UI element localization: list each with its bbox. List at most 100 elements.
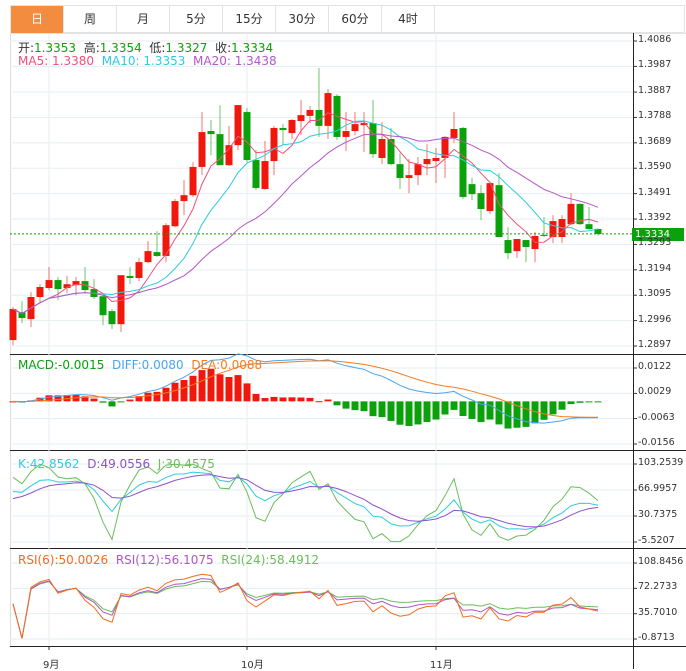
macd-bar — [387, 401, 395, 421]
macd-bar — [558, 401, 566, 410]
macd-bar — [531, 401, 539, 424]
tab-6[interactable]: 60分 — [329, 6, 382, 33]
ma-info: MA5: 1.3380 MA10: 1.3353 MA20: 1.3438 — [18, 54, 277, 68]
macd-bar — [432, 401, 440, 420]
candle — [324, 93, 332, 126]
macd-bar — [549, 401, 557, 415]
candle — [459, 127, 467, 197]
tab-4[interactable]: 15分 — [223, 6, 276, 33]
rsi-info: RSI(6):50.0026 RSI(12):56.1075 RSI(24):5… — [18, 553, 319, 567]
tab-1[interactable]: 周 — [64, 6, 117, 33]
candle — [171, 201, 179, 227]
candle — [207, 131, 215, 135]
candle — [360, 123, 368, 126]
candle — [477, 193, 485, 210]
macd-bar — [243, 383, 251, 402]
d-line — [12, 474, 599, 528]
tab-0[interactable]: 日 — [11, 6, 64, 33]
k-line — [12, 471, 599, 530]
rsi12-line — [12, 578, 599, 639]
diff-line — [12, 353, 599, 424]
candle — [297, 115, 305, 122]
candle — [36, 287, 44, 298]
candle — [99, 296, 107, 316]
rsi-tick-label: 35.7010 — [638, 606, 678, 618]
candle — [81, 281, 89, 291]
macd-bar — [108, 401, 116, 407]
month-label: 11月 — [430, 660, 453, 671]
macd-bar — [126, 399, 134, 402]
candle — [315, 110, 323, 126]
candle — [405, 175, 413, 178]
price-tick-label: 1.3293 — [638, 237, 672, 249]
macd-bar — [540, 401, 548, 420]
macd-bar — [450, 401, 458, 410]
candle — [18, 312, 26, 319]
candle — [126, 275, 134, 279]
candle — [243, 112, 251, 161]
price-tick-label: 1.3194 — [638, 262, 672, 274]
macd-bar — [423, 401, 431, 422]
tab-5[interactable]: 30分 — [276, 6, 329, 33]
macd-bar — [261, 398, 269, 402]
candle — [162, 225, 170, 256]
macd-tick-label: 0.0122 — [638, 361, 672, 372]
candle — [63, 284, 71, 289]
candle — [288, 120, 296, 134]
price-tick-label: 1.2996 — [638, 313, 672, 325]
dea-legend: DEA:0.0088 — [191, 358, 263, 372]
candle — [270, 127, 278, 162]
price-tick-label: 1.3095 — [638, 288, 672, 300]
candle — [351, 124, 359, 132]
candle — [225, 145, 233, 166]
candle — [414, 164, 422, 176]
k-legend: K:42.8562 — [18, 457, 80, 471]
kdj-tick-label: 30.7375 — [638, 509, 678, 520]
macd-bar — [279, 397, 287, 402]
rsi6-line — [12, 573, 599, 639]
tab-2[interactable]: 月 — [117, 6, 170, 33]
candle — [279, 127, 287, 131]
macd-bar — [378, 401, 386, 418]
macd-bar — [324, 399, 332, 402]
rsi12-legend: RSI(12):56.1075 — [115, 553, 214, 567]
candle — [108, 311, 116, 325]
macd-bar — [351, 401, 359, 411]
candle — [261, 161, 269, 190]
macd-bar — [144, 392, 152, 402]
candle — [180, 195, 188, 202]
macd-bar — [504, 401, 512, 429]
period-tabs: 日周月 5分 15分 30分 60分 4时 — [10, 5, 685, 33]
high-label: 高: — [83, 41, 100, 55]
rsi24-legend: RSI(24):58.4912 — [221, 553, 320, 567]
macd-bar — [54, 395, 62, 402]
macd-bar — [198, 370, 206, 402]
ma10-line — [12, 120, 599, 315]
macd-bar — [99, 401, 107, 403]
month-label: 9月 — [43, 660, 60, 671]
close-value: 1.3334 — [231, 41, 274, 55]
tab-7[interactable]: 4时 — [382, 6, 435, 33]
candle — [153, 252, 161, 256]
candle — [117, 275, 125, 325]
macd-bar — [522, 401, 530, 427]
tab-3[interactable]: 5分 — [170, 6, 223, 33]
macd-bar — [315, 401, 323, 403]
macd-bar — [135, 396, 143, 402]
macd-bar — [333, 401, 341, 406]
macd-info: MACD:-0.0015 DIFF:0.0080 DEA:0.0088 — [18, 358, 262, 372]
macd-bar — [171, 382, 179, 402]
candle — [585, 224, 593, 230]
candle — [513, 239, 521, 252]
price-tick-label: 1.3887 — [638, 85, 672, 97]
ma20-legend: MA20: 1.3438 — [193, 54, 277, 68]
candle — [369, 123, 377, 155]
macd-bar — [459, 401, 467, 417]
price-tick-label: 1.3590 — [638, 161, 672, 173]
kdj-tick-label: 103.2539 — [638, 457, 684, 468]
price-tick-label: 1.3987 — [638, 59, 672, 71]
rsi-tick-label: -0.8713 — [638, 632, 675, 643]
candle — [378, 138, 386, 158]
price-tick-label: 1.4086 — [638, 34, 672, 45]
macd-tick-label: -0.0156 — [638, 437, 675, 448]
